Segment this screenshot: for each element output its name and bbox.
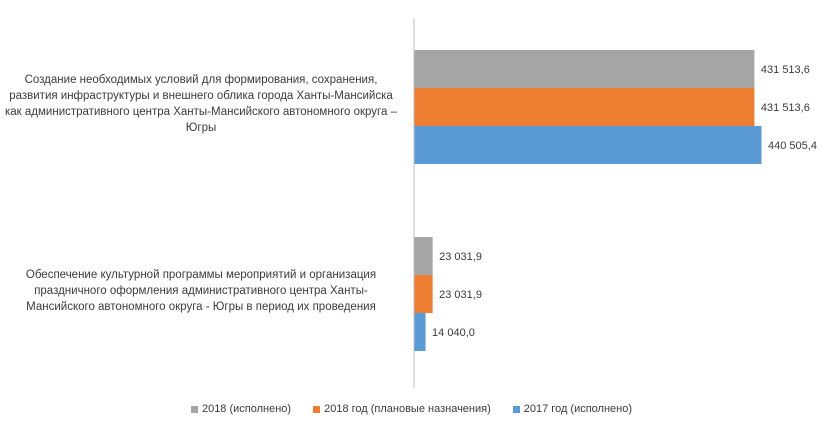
legend-label-2017-executed: 2017 год (исполнено) [523, 403, 633, 415]
data-label-cultural-program-2017-executed: 14 040,0 [432, 327, 475, 339]
legend-swatch-2018-executed [190, 405, 198, 413]
bar-cultural-program-2017-executed [414, 313, 426, 351]
data-label-infrastructure-2018-executed: 431 513,6 [761, 64, 810, 76]
legend-swatch-2018-planned [313, 405, 321, 413]
bar-infrastructure-2018-planned [414, 88, 755, 126]
bar-cultural-program-2018-executed [414, 237, 433, 275]
data-label-cultural-program-2018-executed: 23 031,9 [439, 251, 482, 263]
legend-item-2017-executed: 2017 год (исполнено) [512, 403, 633, 415]
data-label-cultural-program-2018-planned: 23 031,9 [439, 289, 482, 301]
legend-swatch-2017-executed [512, 405, 520, 413]
plot-area: 431 513,6 431 513,6 440 505,4 23 031,9 23 03… [413, 18, 817, 388]
legend: 2018 (исполнено) 2018 год (плановые назн… [0, 403, 823, 415]
legend-label-2018-planned: 2018 год (плановые назначения) [324, 403, 491, 415]
legend-label-2018-executed: 2018 (исполнено) [201, 403, 292, 415]
bar-infrastructure-2018-executed [414, 50, 755, 88]
legend-item-2018-executed: 2018 (исполнено) [190, 403, 292, 415]
data-label-infrastructure-2017-executed: 440 505,4 [768, 140, 817, 152]
bar-infrastructure-2017-executed [414, 126, 762, 164]
bar-cultural-program-2018-planned [414, 275, 433, 313]
data-label-infrastructure-2018-planned: 431 513,6 [761, 102, 810, 114]
legend-item-2018-planned: 2018 год (плановые назначения) [313, 403, 491, 415]
category-label-cultural-program: Обеспечение культурной программы меропри… [25, 269, 377, 313]
category-label-infrastructure: Создание необходимых условий для формиро… [5, 74, 397, 134]
